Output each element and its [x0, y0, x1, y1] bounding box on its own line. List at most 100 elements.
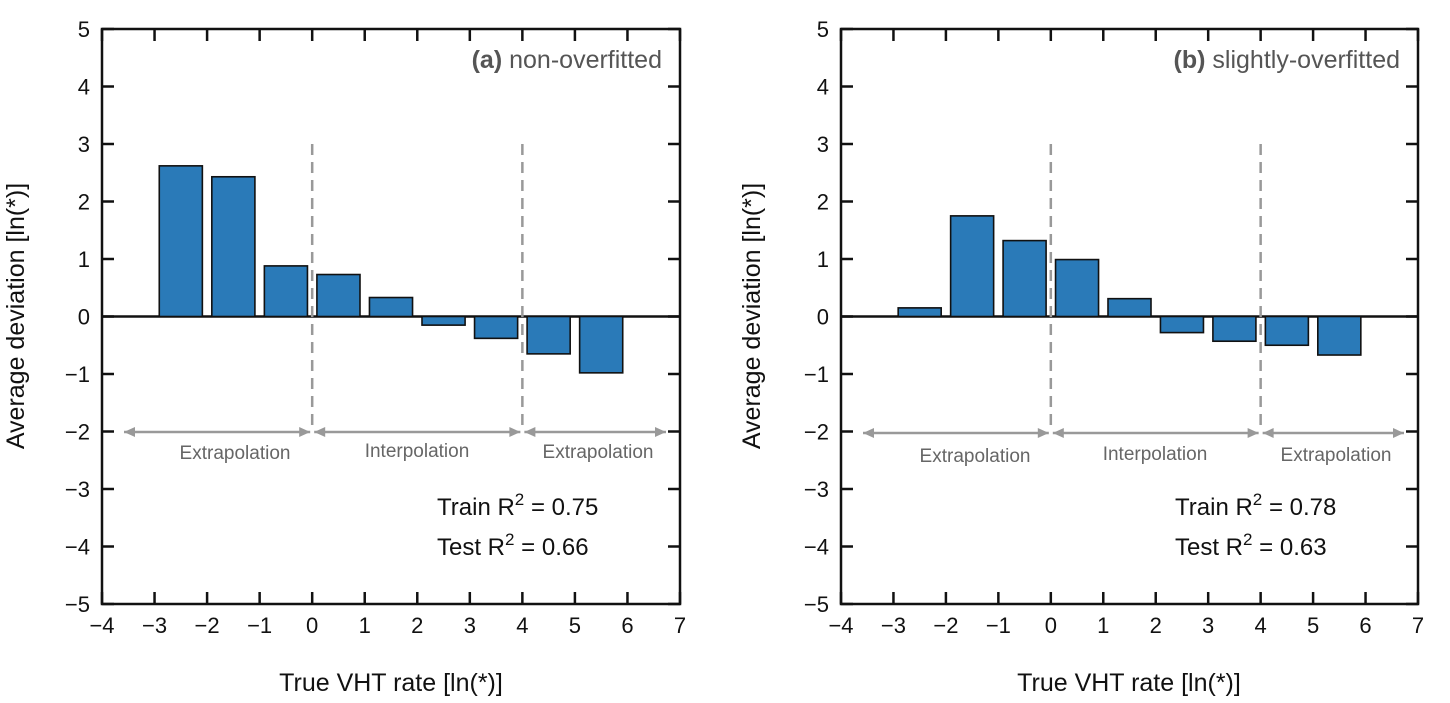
- bar-b-3: [1002, 239, 1047, 318]
- x-tick-label-b: −3: [881, 613, 906, 638]
- y-tick-label-b: 1: [817, 247, 829, 272]
- train-r2-sup-b: 2: [1253, 490, 1262, 509]
- bar-b-1: [897, 307, 942, 318]
- x-tick-label-a: 7: [674, 613, 686, 638]
- y-axis-label-a: Average deviation [ln(*)]: [2, 183, 30, 449]
- y-tick-label-a: −4: [65, 535, 90, 560]
- train-r2-label-a: Train R: [437, 494, 515, 521]
- bar-b-8: [1264, 315, 1310, 347]
- x-tick-label-a: 5: [569, 613, 581, 638]
- bar-a-6: [421, 315, 466, 326]
- arrowhead-a-2-r: [509, 427, 521, 437]
- y-tick-label-a: 5: [78, 17, 90, 42]
- bars-b: [897, 215, 1362, 356]
- y-tick-label-b: −4: [804, 535, 829, 560]
- test-r2-sup-b: 2: [1243, 530, 1252, 549]
- bar-a-2: [211, 175, 256, 318]
- panel-title-a: (a) non-overfitted: [472, 46, 662, 74]
- region-label-right-a: Extrapolation: [543, 442, 654, 463]
- x-tick-label-b: 6: [1359, 613, 1371, 638]
- arrowhead-a-3-l: [524, 427, 536, 437]
- bar-b-9: [1317, 315, 1362, 356]
- x-tick-label-b: 3: [1202, 613, 1214, 638]
- x-tick-label-b: −4: [828, 613, 853, 638]
- arrowhead-b-1-r: [1037, 428, 1049, 438]
- x-tick-label-b: 4: [1255, 613, 1267, 638]
- bar-b-7: [1212, 315, 1257, 343]
- bar-a-1: [158, 165, 204, 318]
- y-tick-label-a: 1: [78, 247, 90, 272]
- y-tick-label-b: 2: [817, 190, 829, 215]
- x-tick-label-b: 2: [1150, 613, 1162, 638]
- x-tick-label-b: 0: [1045, 613, 1057, 638]
- x-tick-label-a: 3: [464, 613, 476, 638]
- train-r2-b: Train R2 = 0.78: [1175, 490, 1336, 521]
- bar-b-6: [1159, 315, 1205, 334]
- bar-b-5: [1107, 297, 1152, 318]
- arrowhead-b-3-r: [1393, 428, 1404, 438]
- region-label-middle-a: Interpolation: [365, 441, 470, 462]
- y-tick-label-b: −1: [804, 362, 829, 387]
- panel-title-text-a: non-overfitted: [509, 46, 662, 74]
- bar-b-2: [949, 215, 995, 318]
- bar-a-4: [316, 273, 361, 318]
- x-tick-label-b: 1: [1097, 613, 1109, 638]
- bar-b-4: [1054, 258, 1100, 318]
- region-label-middle-b: Interpolation: [1103, 444, 1208, 465]
- y-tick-label-a: 3: [78, 132, 90, 157]
- y-tick-label-a: 2: [78, 190, 90, 215]
- x-tick-label-a: 1: [359, 613, 371, 638]
- panel-title-text-b: slightly-overfitted: [1212, 46, 1400, 74]
- y-tick-label-b: −5: [804, 592, 829, 617]
- region-label-right-b: Extrapolation: [1281, 445, 1392, 466]
- test-r2-sup-a: 2: [505, 530, 514, 549]
- x-axis-label-b: True VHT rate [ln(*)]: [1017, 669, 1241, 697]
- arrowhead-b-3-l: [1262, 428, 1274, 438]
- x-tick-label-a: −3: [142, 613, 167, 638]
- y-tick-label-b: 5: [817, 17, 829, 42]
- test-r2-value-a: = 0.66: [521, 534, 588, 561]
- bar-a-7: [473, 315, 519, 340]
- y-tick-label-b: −2: [804, 420, 829, 445]
- x-tick-label-a: 0: [306, 613, 318, 638]
- arrowhead-a-1-r: [299, 427, 311, 437]
- panel-title-b: (b) slightly-overfitted: [1174, 46, 1400, 74]
- x-axis-label-a: True VHT rate [ln(*)]: [279, 669, 503, 697]
- arrowhead-b-2-r: [1247, 428, 1259, 438]
- arrowhead-b-2-l: [1052, 428, 1064, 438]
- arrowhead-b-1-l: [863, 428, 874, 438]
- bar-a-5: [368, 296, 414, 318]
- y-tick-label-a: 0: [78, 305, 90, 330]
- bars-a: [158, 165, 624, 374]
- arrowhead-a-1-l: [124, 427, 135, 437]
- x-tick-label-b: −1: [986, 613, 1011, 638]
- bar-a-9: [578, 315, 624, 374]
- y-tick-label-a: −3: [65, 477, 90, 502]
- train-r2-label-b: Train R: [1175, 494, 1253, 521]
- x-tick-label-a: 2: [411, 613, 423, 638]
- bar-a-8: [526, 315, 571, 355]
- x-tick-label-b: 5: [1307, 613, 1319, 638]
- y-tick-label-a: 4: [78, 75, 90, 100]
- region-label-left-a: Extrapolation: [180, 443, 291, 464]
- panel-label-a: (a): [472, 46, 503, 74]
- train-r2-value-a: = 0.75: [531, 494, 598, 521]
- x-tick-label-a: 6: [621, 613, 633, 638]
- test-r2-a: Test R2 = 0.66: [437, 530, 589, 561]
- x-tick-label-a: 4: [516, 613, 528, 638]
- x-tick-label-a: −2: [195, 613, 220, 638]
- region-label-left-b: Extrapolation: [920, 446, 1031, 467]
- x-tick-label-b: 7: [1412, 613, 1424, 638]
- test-r2-label-a: Test R: [437, 534, 505, 561]
- x-tick-label-a: −4: [89, 613, 114, 638]
- arrowhead-a-2-l: [314, 427, 326, 437]
- y-tick-label-b: 4: [817, 75, 829, 100]
- y-tick-label-a: −1: [65, 362, 90, 387]
- train-r2-a: Train R2 = 0.75: [437, 490, 598, 521]
- y-axis-label-b: Average deviation [ln(*)]: [738, 183, 766, 449]
- y-tick-label-b: 0: [817, 305, 829, 330]
- test-r2-value-b: = 0.63: [1259, 534, 1326, 561]
